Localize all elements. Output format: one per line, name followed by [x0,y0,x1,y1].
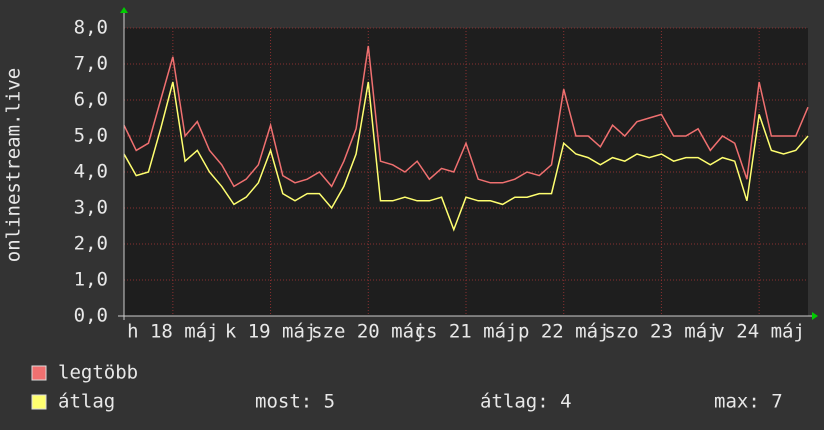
series-line [123,81,809,232]
legend-swatch [31,394,47,410]
y-tick-label: 0,0 [74,305,108,327]
series-line [123,45,809,188]
y-tick-label: 3,0 [74,197,108,219]
legend-label: legtöbb [58,362,138,384]
y-tick-label: 8,0 [74,17,108,39]
legend-label: átlag [58,391,115,413]
y-tick-label: 7,0 [74,53,108,75]
stat-label: most: 5 [255,391,335,413]
axis-arrow [812,312,818,320]
stat-label: átlag: 4 [480,391,572,413]
x-tick-label: k 19 máj [225,321,317,343]
x-tick-label: cs 21 máj [415,321,518,343]
axis-arrow [120,7,128,13]
y-tick-label: 1,0 [74,269,108,291]
legend-swatch [31,365,47,381]
x-tick-label: sze 20 máj [311,321,425,343]
x-tick-label: h 18 máj [127,321,219,343]
x-tick-label: p 22 máj [518,321,610,343]
x-tick-label: szo 23 máj [604,321,718,343]
stat-label: max: 7 [714,391,783,413]
y-tick-label: 2,0 [74,233,108,255]
y-axis-label: onlinestream.live [3,68,25,262]
y-tick-label: 6,0 [74,89,108,111]
y-tick-label: 4,0 [74,161,108,183]
x-tick-label: v 24 máj [713,321,805,343]
y-tick-label: 5,0 [74,125,108,147]
